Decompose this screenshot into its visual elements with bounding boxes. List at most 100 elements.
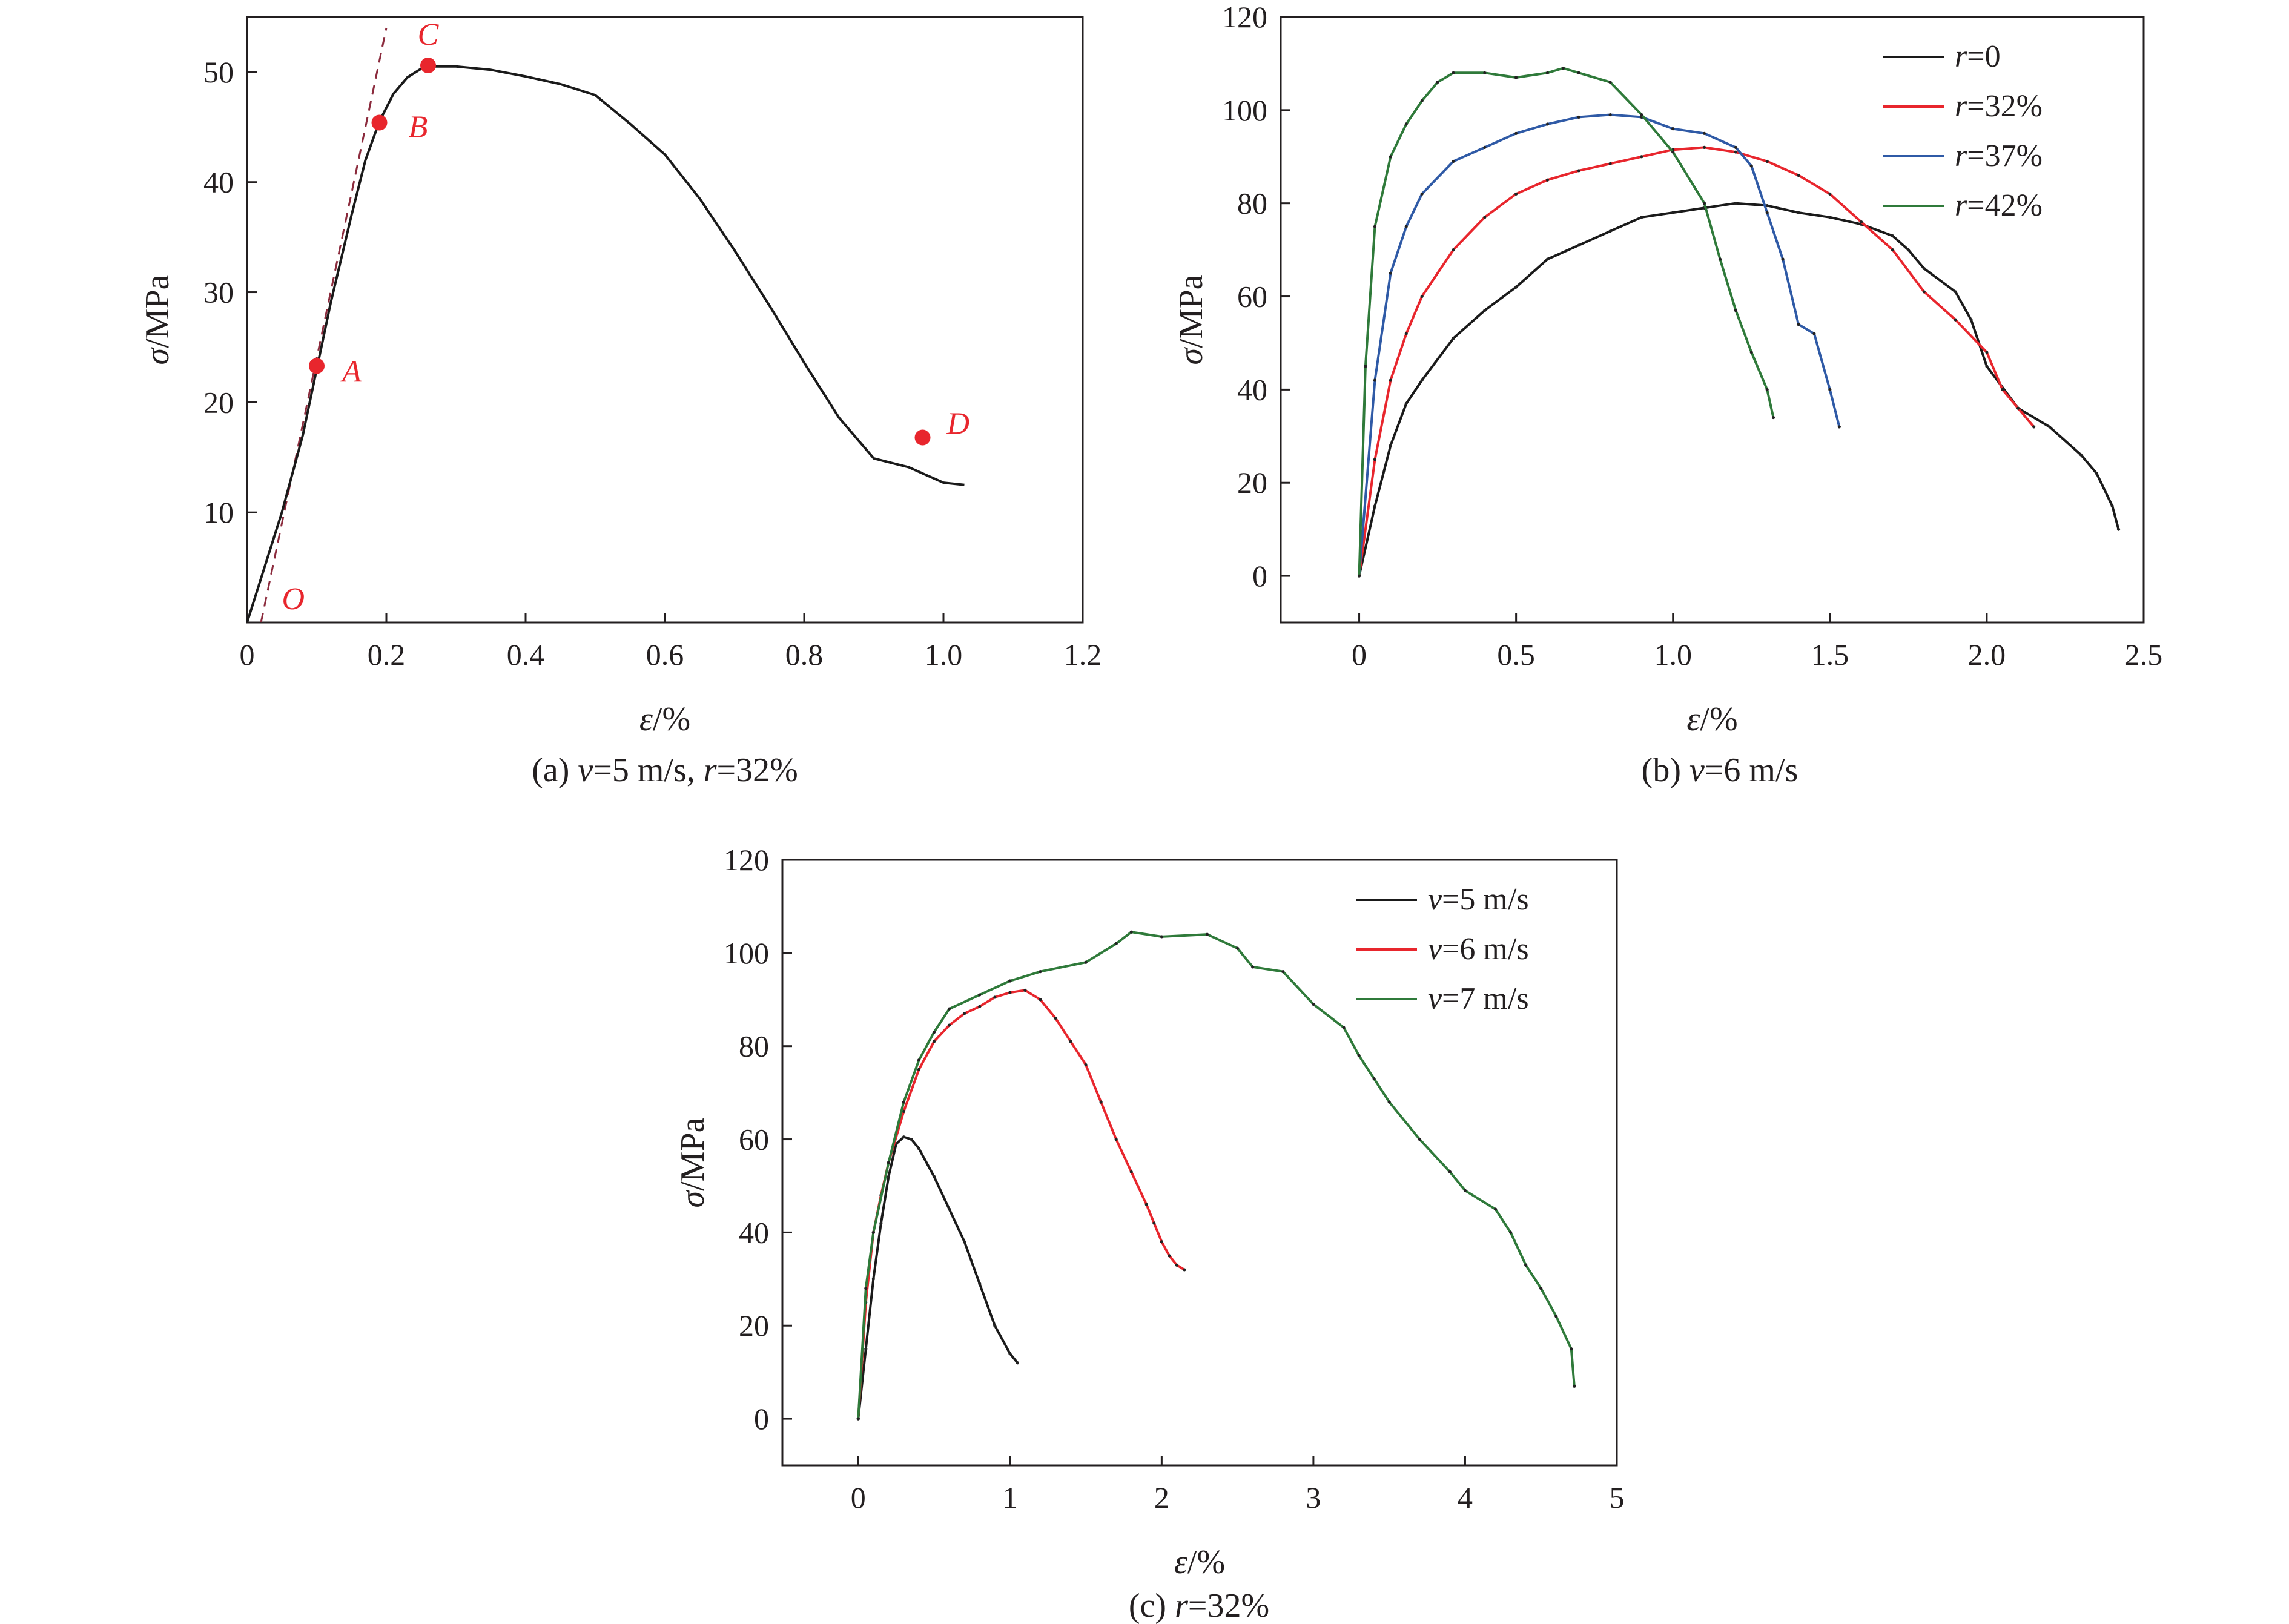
series-point: [1797, 211, 1800, 214]
series-point: [932, 1031, 936, 1034]
series-point: [1797, 173, 1800, 177]
series-point: [2001, 388, 2004, 391]
x-tick-label: 2.0: [1968, 638, 2006, 672]
series-point: [1734, 202, 1737, 205]
series-point: [1577, 169, 1580, 173]
series-point: [1008, 979, 1012, 983]
series-point: [2079, 453, 2083, 457]
legend-entry: v=7 m/s: [1428, 982, 1529, 1016]
series-point: [1797, 323, 1800, 326]
y-tick-label: 0: [754, 1402, 769, 1436]
series-point: [978, 1282, 982, 1286]
series-point: [1524, 1263, 1528, 1267]
series-point: [1389, 271, 1392, 275]
series-point: [1765, 211, 1769, 214]
x-tick-label: 0.6: [646, 638, 684, 672]
series-point: [1452, 248, 1455, 252]
series-point: [1452, 337, 1455, 340]
series-point: [1891, 234, 1895, 238]
series-point: [1448, 1170, 1452, 1173]
panel-b-stress-strain: 0 0.5 1.0 1.5 2.0 2.5 0 20 40 60 80 100 120 ε/% σ/MPa (…: [1172, 0, 2162, 789]
series-point: [1420, 294, 1424, 299]
series-point: [1452, 159, 1455, 163]
series-point: [1608, 81, 1612, 84]
marker-point-C: [420, 58, 436, 73]
plot-frame: [246, 16, 1084, 624]
y-tick-label: 100: [1222, 93, 1267, 127]
marker-point-A: [309, 358, 325, 374]
plot-frame: [781, 859, 1618, 1467]
series-point: [1251, 965, 1255, 969]
series-point: [963, 1240, 966, 1244]
y-tick-label: 80: [739, 1029, 769, 1063]
series-point: [856, 1417, 860, 1421]
series-point: [1463, 1189, 1467, 1192]
series-point: [1389, 444, 1392, 447]
series-point: [1671, 150, 1675, 154]
series-point: [1514, 285, 1518, 289]
y-axis-label: σ/MPa: [139, 274, 176, 365]
series-point: [1828, 388, 1832, 391]
y-axis-label: σ/MPa: [674, 1117, 712, 1207]
marker-label-B: B: [409, 110, 428, 145]
series-point: [879, 1221, 883, 1225]
y-tick-label: 60: [739, 1123, 769, 1157]
series-point: [1671, 211, 1675, 214]
y-tick-label: 20: [203, 385, 234, 419]
y-tick-label: 10: [203, 495, 234, 529]
series-point: [993, 995, 997, 999]
elastic-tangent-line: [260, 27, 388, 623]
series-point: [1718, 257, 1722, 261]
x-tick-label: 5: [1610, 1480, 1625, 1514]
series-point: [1954, 290, 1957, 294]
x-axis-label: ε/%: [639, 701, 690, 738]
series-point: [864, 1287, 868, 1290]
series-point: [902, 1109, 906, 1113]
series-point: [1008, 1352, 1012, 1355]
x-tick-label: 4: [1458, 1480, 1473, 1514]
series-point: [1183, 1268, 1186, 1272]
series-point: [1144, 1203, 1148, 1206]
panel-caption: (c) r=32%: [1129, 1587, 1269, 1624]
series-point: [1168, 1254, 1171, 1258]
series-point: [1570, 1347, 1573, 1351]
series-point: [1493, 1207, 1498, 1211]
marker-label-A: A: [340, 354, 362, 389]
series-point: [2116, 527, 2121, 531]
series-point: [1152, 1221, 1156, 1225]
series-point: [1483, 216, 1487, 219]
series-point: [1236, 946, 1240, 950]
series-point: [1483, 71, 1487, 74]
series-point: [1554, 1315, 1558, 1318]
series-point: [917, 1058, 921, 1062]
series-point: [1922, 266, 1926, 270]
legend-entry: r=32%: [1955, 89, 2043, 124]
series-point: [1922, 290, 1926, 294]
x-tick-label: 0: [240, 638, 255, 672]
series-point: [2047, 425, 2052, 429]
series-point: [1023, 988, 1027, 992]
x-tick-label: 2: [1154, 1480, 1169, 1514]
series-point: [1985, 351, 1989, 354]
series-point: [1734, 150, 1737, 154]
series-point: [1545, 71, 1550, 74]
series-point: [1640, 155, 1643, 159]
series-point: [887, 1175, 890, 1178]
x-tick-label: 0: [851, 1480, 866, 1514]
y-tick-label: 100: [724, 936, 769, 970]
series-point: [1891, 248, 1895, 252]
series-point: [1577, 243, 1580, 247]
series-point: [1039, 998, 1042, 1002]
y-tick-label: 120: [724, 843, 769, 877]
series-point: [1420, 192, 1424, 196]
series-point: [902, 1100, 906, 1104]
series-point: [978, 1005, 982, 1008]
series-point: [1372, 1077, 1376, 1081]
series-point: [2095, 472, 2098, 475]
series-point: [1765, 159, 1769, 163]
series-point: [910, 1137, 913, 1141]
series-point: [948, 1207, 951, 1211]
series-point: [1702, 131, 1706, 135]
series-point: [1483, 145, 1487, 149]
x-tick-label: 1.5: [1811, 638, 1849, 672]
